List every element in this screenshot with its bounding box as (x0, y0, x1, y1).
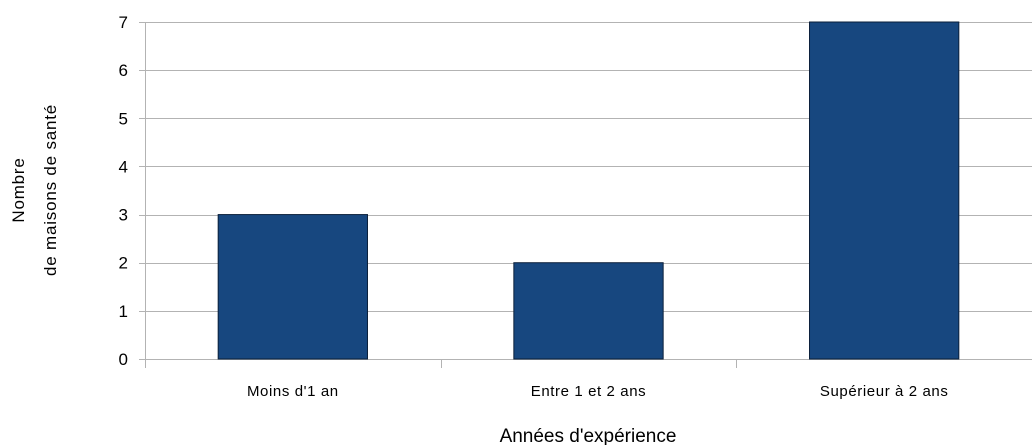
y-tick-label: 5 (119, 109, 128, 128)
bar (513, 262, 664, 360)
y-tick-label: 2 (119, 254, 128, 273)
y-tick-label: 1 (119, 302, 128, 321)
y-tick-label: 6 (119, 61, 128, 80)
y-axis-title: Nombre de maisons de santé (9, 104, 60, 276)
x-tick-label: Supérieur à 2 ans (820, 383, 949, 400)
y-tick-label: 0 (119, 350, 128, 369)
x-tick-label: Moins d'1 an (247, 383, 339, 400)
bar (809, 21, 960, 360)
bar (217, 214, 368, 360)
y-tick-label: 3 (119, 206, 128, 225)
bars (217, 21, 960, 360)
y-tick-label: 4 (119, 157, 128, 176)
y-tick-labels: 0 1 2 3 4 5 6 7 (119, 13, 128, 369)
y-axis-title-line-2: de maisons de santé (41, 104, 60, 276)
y-tick-label: 7 (119, 13, 128, 32)
axes (145, 22, 737, 368)
x-axis-title: Années d'expérience (500, 426, 677, 445)
x-tick-labels: Moins d'1 an Entre 1 et 2 ans Supérieur à … (247, 383, 949, 400)
y-axis-title-line-1: Nombre (9, 157, 28, 222)
x-tick-label: Entre 1 et 2 ans (531, 383, 647, 400)
